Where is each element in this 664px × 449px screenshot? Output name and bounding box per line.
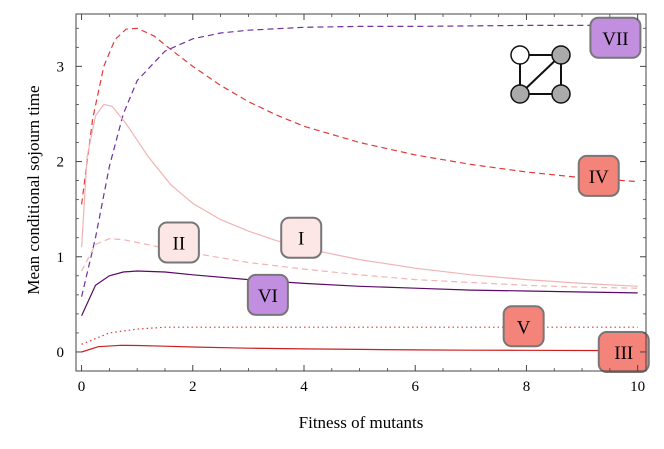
series-label-box-iii <box>597 330 650 373</box>
series-label-box-vi <box>246 273 289 316</box>
series-line-iii <box>81 344 638 353</box>
series-label-vi: VI <box>258 286 278 307</box>
series-label-v: V <box>517 317 531 338</box>
x-tick-label: 0 <box>78 379 86 395</box>
series-line-iv <box>81 27 638 205</box>
inset-graph-node <box>510 45 530 65</box>
series-label-i: I <box>298 229 304 250</box>
plot-area <box>81 24 638 353</box>
series-label-iii: III <box>614 343 633 364</box>
y-tick-label: 3 <box>57 59 65 75</box>
x-tick-label: 4 <box>300 379 308 395</box>
series-label-ii: II <box>173 233 186 254</box>
series-label-box-iv <box>577 154 620 197</box>
series-line-v <box>81 326 638 345</box>
x-axis-title: Fitness of mutants <box>299 413 424 432</box>
axes: 0 2 4 6 8 10 0 1 2 3 <box>57 13 647 395</box>
series-label-box-vii <box>589 16 642 59</box>
inset-graph-node <box>510 84 530 104</box>
series-label-box-i <box>280 216 323 259</box>
x-tick-label: 6 <box>411 379 419 395</box>
series-label-vii: VII <box>602 29 628 50</box>
x-tick-label: 2 <box>189 379 197 395</box>
y-axis-title: Mean conditional sojourn time <box>24 85 43 294</box>
series-line-vi <box>81 270 638 317</box>
x-tick-label: 8 <box>523 379 531 395</box>
x-tick-label: 10 <box>630 379 645 395</box>
y-tick-label: 1 <box>57 250 65 266</box>
series-line-vii <box>81 24 638 297</box>
inset-graph-icon <box>510 45 571 104</box>
y-tick-label: 2 <box>57 155 65 171</box>
series-line-i <box>81 103 638 287</box>
y-tick-label: 0 <box>57 345 65 361</box>
series-label-box-v <box>502 305 545 348</box>
series-label-box-ii <box>157 221 200 264</box>
inset-graph-node <box>551 84 571 104</box>
series-label-iv: IV <box>589 167 609 188</box>
plot-frame <box>75 13 647 372</box>
inset-graph-node <box>551 45 571 65</box>
